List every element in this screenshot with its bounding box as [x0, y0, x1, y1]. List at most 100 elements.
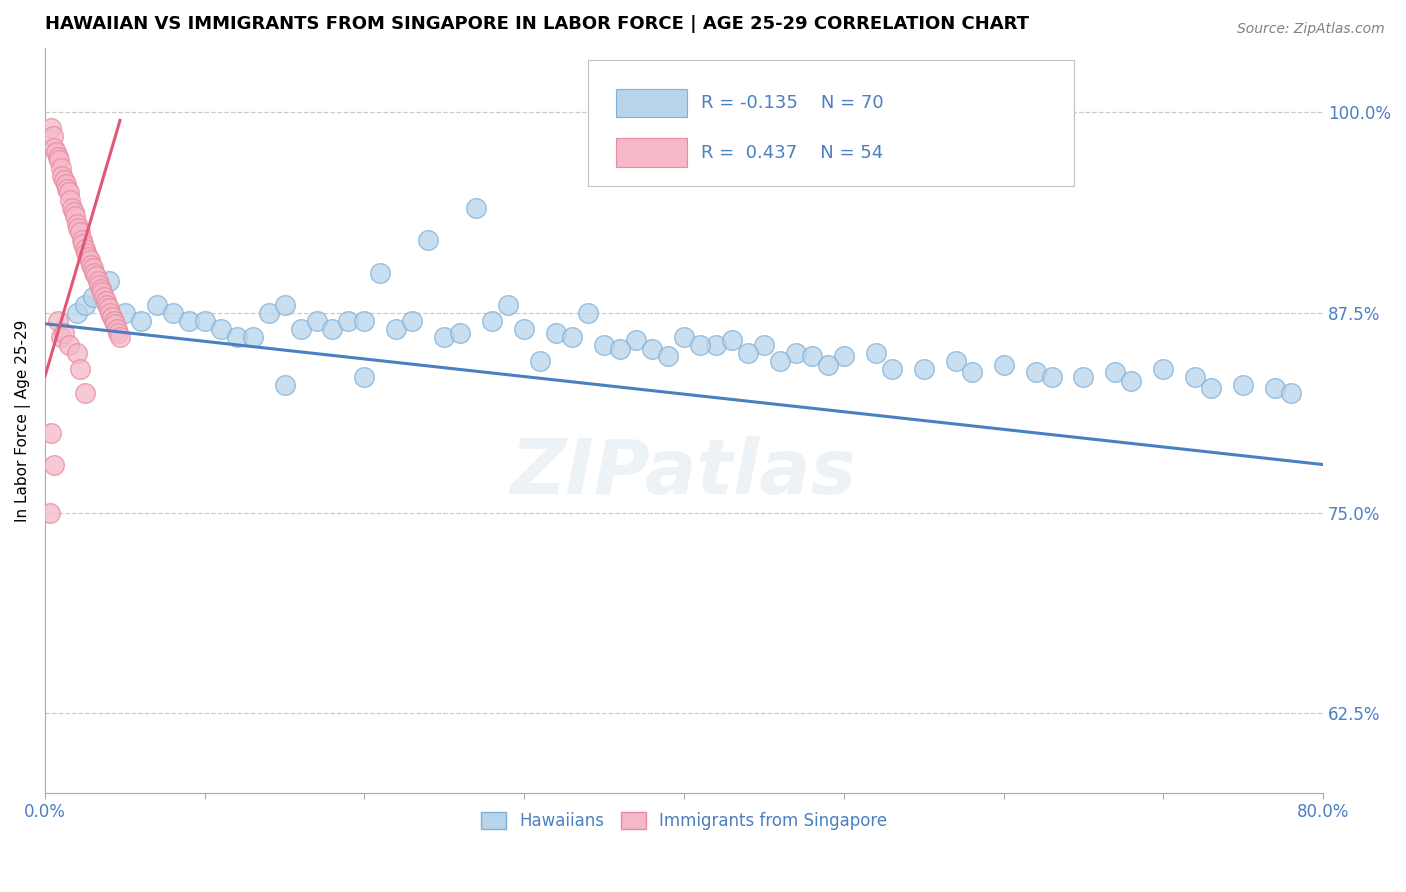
Point — [370, 266, 392, 280]
Point — [290, 321, 312, 335]
Point — [1232, 377, 1254, 392]
Point — [39, 121, 62, 136]
Point — [58, 186, 80, 200]
Point — [353, 369, 375, 384]
Point — [69, 226, 91, 240]
Point — [689, 337, 711, 351]
Text: R =  0.437    N = 54: R = 0.437 N = 54 — [700, 144, 883, 161]
Point — [593, 337, 616, 351]
Point — [39, 425, 62, 440]
Point — [1073, 369, 1095, 384]
Point — [993, 359, 1015, 373]
Point — [44, 141, 66, 155]
Point — [624, 333, 647, 347]
Point — [1184, 369, 1206, 384]
Point — [609, 343, 631, 357]
Point — [55, 178, 77, 192]
Point — [561, 329, 583, 343]
Point — [70, 234, 93, 248]
Bar — [616, 138, 686, 167]
Point — [94, 294, 117, 309]
Point — [66, 345, 89, 359]
Point — [225, 329, 247, 343]
Point — [90, 281, 112, 295]
Point — [49, 329, 72, 343]
Point — [177, 313, 200, 327]
Point — [80, 258, 103, 272]
Point — [108, 329, 131, 343]
Point — [1201, 381, 1223, 395]
Point — [1152, 361, 1174, 376]
Point — [46, 150, 69, 164]
Point — [66, 305, 89, 319]
Point — [44, 458, 66, 472]
Point — [865, 345, 887, 359]
Point — [60, 202, 83, 216]
Point — [433, 329, 456, 343]
Point — [209, 321, 232, 335]
Point — [529, 353, 551, 368]
Point — [704, 337, 727, 351]
Point — [114, 305, 136, 319]
Point — [79, 252, 101, 267]
Point — [337, 313, 360, 327]
Point — [75, 246, 97, 260]
Point — [481, 313, 503, 327]
Text: Source: ZipAtlas.com: Source: ZipAtlas.com — [1237, 22, 1385, 37]
Point — [305, 313, 328, 327]
Point — [273, 377, 295, 392]
Point — [769, 353, 792, 368]
Point — [145, 297, 167, 311]
Point — [67, 220, 90, 235]
Point — [101, 310, 124, 325]
Point — [100, 305, 122, 319]
Point — [1121, 375, 1143, 389]
Point — [56, 182, 79, 196]
Point — [785, 345, 807, 359]
Point — [59, 194, 82, 208]
Point — [194, 313, 217, 327]
Point — [721, 333, 744, 347]
Point — [576, 305, 599, 319]
Point — [321, 321, 343, 335]
Legend: Hawaiians, Immigrants from Singapore: Hawaiians, Immigrants from Singapore — [474, 805, 894, 837]
Point — [752, 337, 775, 351]
Point — [418, 234, 440, 248]
Y-axis label: In Labor Force | Age 25-29: In Labor Force | Age 25-29 — [15, 319, 31, 522]
Point — [800, 349, 823, 363]
Point — [62, 204, 84, 219]
Point — [1264, 381, 1286, 395]
Point — [1040, 369, 1063, 384]
Bar — [616, 88, 686, 117]
Point — [1279, 385, 1302, 400]
Point — [273, 297, 295, 311]
Point — [58, 337, 80, 351]
Point — [912, 361, 935, 376]
Point — [1025, 365, 1047, 379]
Point — [97, 301, 120, 315]
Point — [89, 278, 111, 293]
Point — [546, 326, 568, 341]
Point — [73, 385, 96, 400]
Point — [53, 172, 76, 186]
Point — [73, 297, 96, 311]
Point — [880, 361, 903, 376]
Point — [103, 313, 125, 327]
Text: HAWAIIAN VS IMMIGRANTS FROM SINGAPORE IN LABOR FORCE | AGE 25-29 CORRELATION CHA: HAWAIIAN VS IMMIGRANTS FROM SINGAPORE IN… — [45, 15, 1029, 33]
Point — [90, 281, 112, 295]
Point — [72, 236, 94, 251]
Point — [257, 305, 280, 319]
Text: R = -0.135    N = 70: R = -0.135 N = 70 — [700, 94, 883, 112]
Point — [53, 326, 76, 341]
Point — [162, 305, 184, 319]
Text: ZIPatlas: ZIPatlas — [510, 435, 858, 509]
Point — [51, 169, 73, 184]
Point — [93, 289, 115, 303]
Point — [45, 145, 67, 160]
Point — [82, 289, 104, 303]
Point — [107, 326, 129, 341]
Point — [242, 329, 264, 343]
Point — [496, 297, 519, 311]
Point — [449, 326, 471, 341]
Point — [385, 321, 408, 335]
